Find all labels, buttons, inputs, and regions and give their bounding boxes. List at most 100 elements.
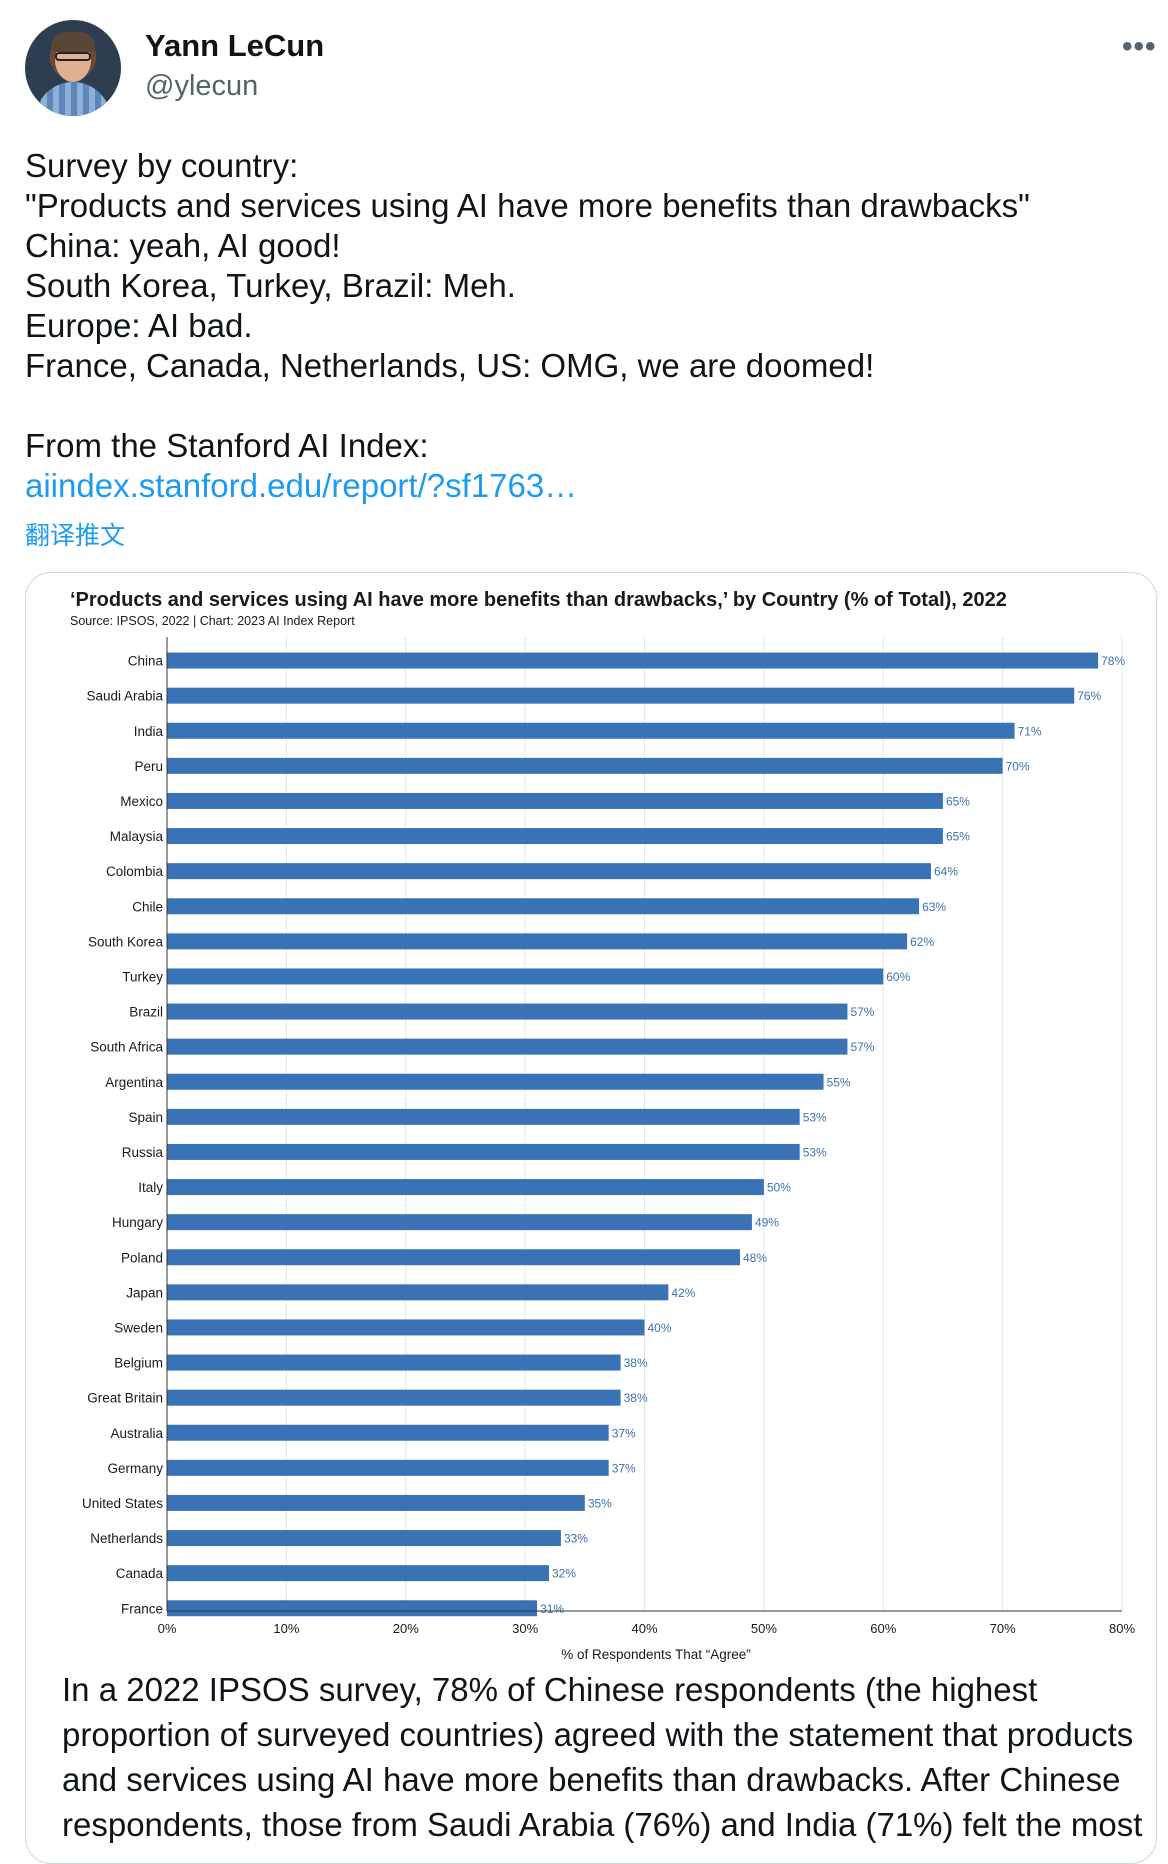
bar	[167, 1249, 740, 1266]
category-label: Japan	[126, 1285, 163, 1300]
category-label: Germany	[107, 1461, 163, 1476]
category-label: Belgium	[114, 1356, 163, 1371]
bar	[167, 1565, 549, 1582]
data-label: 71%	[1018, 724, 1042, 738]
data-label: 65%	[946, 794, 970, 808]
data-label: 76%	[1077, 689, 1101, 703]
bar	[167, 1073, 824, 1090]
data-label: 55%	[827, 1075, 851, 1089]
category-label: Peru	[134, 759, 163, 774]
data-label: 57%	[850, 1005, 874, 1019]
bar	[167, 1600, 538, 1617]
data-label: 62%	[910, 935, 934, 949]
avatar-shirt	[35, 82, 111, 116]
data-label: 35%	[588, 1496, 612, 1510]
bar	[167, 1284, 669, 1301]
data-label: 38%	[624, 1356, 648, 1370]
data-label: 64%	[934, 865, 958, 879]
avatar-hair	[51, 32, 95, 52]
bar	[167, 1179, 764, 1196]
tweet-line: Europe: AI bad.	[25, 307, 253, 344]
data-label: 33%	[564, 1532, 588, 1546]
avatar-glasses	[55, 52, 91, 61]
data-label: 57%	[850, 1040, 874, 1054]
tweet-line: "Products and services using AI have mor…	[25, 187, 1030, 224]
data-label: 50%	[767, 1181, 791, 1195]
ellipsis-icon[interactable]: •••	[1122, 30, 1157, 63]
translate-tweet-button[interactable]: 翻译推文	[25, 522, 126, 550]
data-label: 49%	[755, 1216, 779, 1230]
data-label: 38%	[624, 1391, 648, 1405]
bar	[167, 933, 908, 950]
chart-title: ‘Products and services using AI have mor…	[70, 589, 1007, 611]
category-label: Russia	[122, 1145, 164, 1160]
bar	[167, 1494, 585, 1511]
bar	[167, 898, 920, 915]
tweet-header: Yann LeCun @ylecun •••	[0, 0, 1168, 130]
data-label: 48%	[743, 1251, 767, 1265]
bar	[167, 687, 1075, 704]
category-label: China	[128, 654, 164, 669]
tweet-text: Survey by country: "Products and service…	[25, 146, 1145, 506]
x-tick-label: 40%	[631, 1621, 657, 1636]
bar	[167, 1003, 848, 1020]
bar	[167, 1214, 752, 1231]
data-label: 37%	[612, 1461, 636, 1475]
category-label: Brazil	[129, 1005, 163, 1020]
line-gap	[25, 386, 1145, 426]
category-label: Poland	[121, 1250, 163, 1265]
tweet-line: China: yeah, AI good!	[25, 227, 341, 264]
tweet-line: Survey by country:	[25, 147, 299, 184]
chart-card[interactable]: ‘Products and services using AI have mor…	[25, 572, 1157, 1864]
category-label: Hungary	[112, 1215, 163, 1230]
data-label: 63%	[922, 900, 946, 914]
data-label: 65%	[946, 830, 970, 844]
data-label: 60%	[886, 970, 910, 984]
bar	[167, 792, 943, 809]
bar	[167, 828, 943, 845]
category-label: Great Britain	[87, 1391, 163, 1406]
category-label: South Africa	[90, 1040, 163, 1055]
category-label: Spain	[128, 1110, 163, 1125]
data-label: 31%	[540, 1602, 564, 1616]
data-label: 42%	[671, 1286, 695, 1300]
data-label: 53%	[803, 1110, 827, 1124]
bar	[167, 1038, 848, 1055]
x-tick-label: 60%	[870, 1621, 896, 1636]
x-tick-label: 50%	[751, 1621, 777, 1636]
data-label: 70%	[1006, 759, 1030, 773]
data-label: 78%	[1101, 654, 1125, 668]
category-label: Australia	[110, 1426, 163, 1441]
bar	[167, 863, 931, 880]
category-label: Canada	[116, 1566, 164, 1581]
chart-subtitle: Source: IPSOS, 2022 | Chart: 2023 AI Ind…	[70, 614, 355, 628]
x-tick-label: 20%	[393, 1621, 419, 1636]
x-axis: 0% 10% 20% 30% 40% 50% 60% 70% 80%	[158, 637, 1135, 1636]
bar	[167, 1530, 561, 1547]
bar	[167, 1143, 800, 1160]
data-label: 53%	[803, 1145, 827, 1159]
chart-caption: In a 2022 IPSOS survey, 78% of Chinese r…	[62, 1671, 1143, 1843]
avatar[interactable]	[25, 20, 121, 116]
category-label: Italy	[138, 1180, 163, 1195]
x-tick-label: 30%	[512, 1621, 538, 1636]
source-link[interactable]: aiindex.stanford.edu/report/?sf1763…	[25, 467, 578, 504]
category-label: South Korea	[88, 934, 164, 949]
author-handle[interactable]: @ylecun	[145, 70, 259, 102]
bars: China 78% Saudi Arabia 76% India 71% Peru 70% Me…	[82, 652, 1125, 1617]
source-intro: From the Stanford AI Index:	[25, 427, 429, 464]
data-label: 40%	[648, 1321, 672, 1335]
x-axis-label: % of Respondents That “Agree”	[561, 1647, 751, 1662]
category-label: Colombia	[106, 864, 164, 879]
category-label: Argentina	[105, 1075, 163, 1090]
x-tick-label: 80%	[1109, 1621, 1135, 1636]
data-label: 37%	[612, 1426, 636, 1440]
bar	[167, 1354, 621, 1371]
category-label: Netherlands	[90, 1531, 163, 1546]
category-label: Chile	[132, 899, 163, 914]
x-tick-label: 10%	[273, 1621, 299, 1636]
author-name[interactable]: Yann LeCun	[145, 28, 325, 63]
bar	[167, 1108, 800, 1125]
x-tick-label: 70%	[990, 1621, 1016, 1636]
category-label: France	[121, 1601, 163, 1616]
